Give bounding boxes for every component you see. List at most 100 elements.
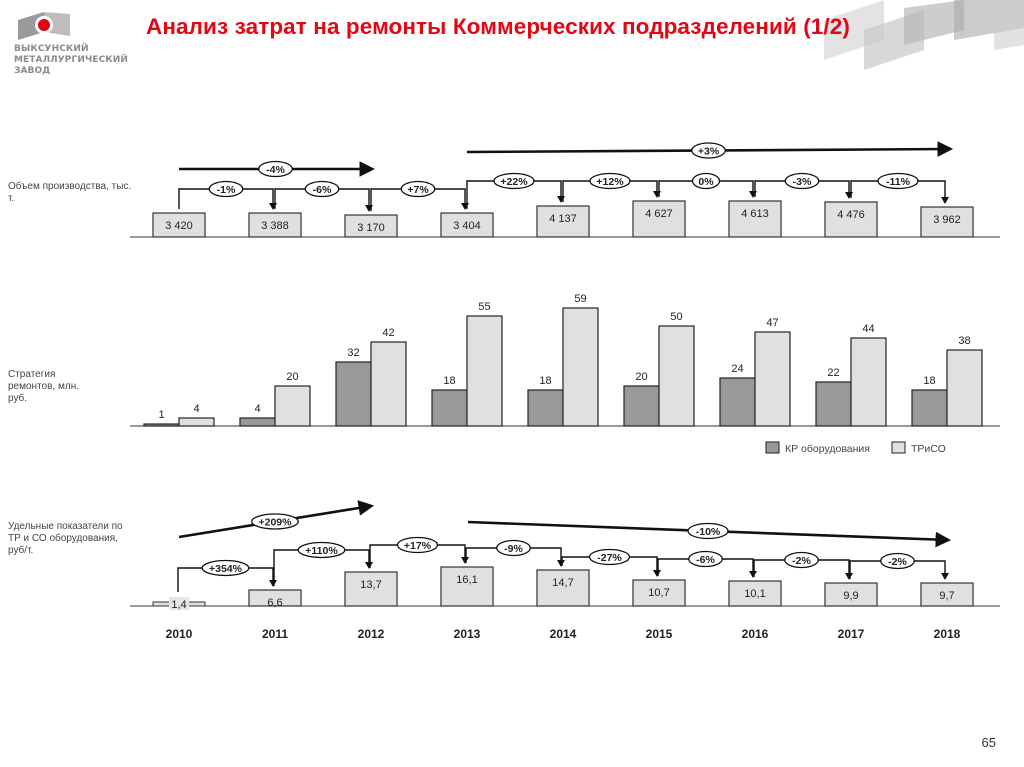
production-box-2016 xyxy=(728,200,782,238)
production-value-2017: 4 476 xyxy=(837,209,865,221)
legend-kr-label: КР оборудования xyxy=(785,443,870,455)
specific-row-label: Удельные показатели по ТР и СО оборудова… xyxy=(8,521,123,556)
specific-yoy-2-pill xyxy=(396,536,439,554)
kr-bar-2011 xyxy=(239,417,276,427)
legend-triso-swatch xyxy=(891,441,906,454)
specific-yoy-4-head xyxy=(653,570,661,577)
production-box-2018 xyxy=(920,206,974,238)
production-value-2016: 4 613 xyxy=(741,208,769,220)
kr-value-2011: 4 xyxy=(254,403,260,415)
specific-value-2018: 9,7 xyxy=(939,590,954,602)
specific-label-bg xyxy=(169,597,189,610)
specific-yoy-7-pill xyxy=(880,552,915,570)
specific-yoy-1-head xyxy=(365,562,373,569)
specific-yoy-6-pill-label: -2% xyxy=(792,555,811,567)
page-number: 65 xyxy=(981,735,996,750)
production-yoy-0-pill xyxy=(208,180,244,198)
legend-kr-swatch xyxy=(765,441,780,454)
triso-value-2011: 20 xyxy=(286,371,298,383)
production-period-arrow-2-pill xyxy=(691,142,726,159)
kr-value-2018: 18 xyxy=(923,375,935,387)
specific-yoy-5-head xyxy=(749,571,757,578)
production-row-label: Объем производства, тыс. т. xyxy=(8,181,132,204)
specific-yoy-5-pill xyxy=(688,550,723,568)
production-period-arrow-1-pill xyxy=(258,160,293,178)
kr-value-2017: 22 xyxy=(827,367,839,379)
specific-value-2010: 1,4 xyxy=(171,599,186,611)
production-yoy-5-head xyxy=(749,191,757,198)
specific-value-2012: 13,7 xyxy=(360,579,381,591)
year-label-2011: 2011 xyxy=(262,627,288,641)
production-value-2011: 3 388 xyxy=(261,220,289,232)
production-yoy-6-head xyxy=(845,192,853,199)
specific-value-2011: 6,6 xyxy=(267,597,282,609)
specific-box-2014 xyxy=(536,569,590,607)
production-box-2013 xyxy=(440,212,494,238)
kr-value-2015: 20 xyxy=(635,371,647,383)
specific-yoy-3-pill-label: -9% xyxy=(504,543,523,555)
kr-bar-2016 xyxy=(719,377,756,427)
kr-value-2012: 32 xyxy=(347,347,359,359)
production-yoy-6-pill xyxy=(784,172,820,190)
year-label-2016: 2016 xyxy=(742,627,769,641)
triso-bar-2015 xyxy=(658,325,695,427)
production-yoy-2-pill xyxy=(400,180,436,198)
specific-period-arrow-1-pill-label: +209% xyxy=(259,517,293,529)
production-yoy-4-pill xyxy=(589,172,631,190)
specific-yoy-1-pill xyxy=(297,541,346,559)
header-decoration xyxy=(824,0,1024,70)
kr-bar-2013 xyxy=(431,389,468,427)
production-yoy-3-pill-label: +22% xyxy=(500,176,528,188)
year-label-2018: 2018 xyxy=(934,627,961,641)
production-yoy-2-head xyxy=(461,203,469,210)
triso-bar-2017 xyxy=(850,337,887,427)
specific-yoy-4-pill xyxy=(588,548,631,566)
triso-value-2017: 44 xyxy=(862,323,874,335)
triso-bar-2012 xyxy=(370,341,407,427)
kr-value-2010: 1 xyxy=(158,409,164,421)
kr-value-2016: 24 xyxy=(731,363,743,375)
production-period-arrow-1-pill-label: -4% xyxy=(266,164,285,176)
production-yoy-2-pill-label: +7% xyxy=(407,184,429,196)
specific-yoy-3-pill xyxy=(496,539,531,557)
strategy-row-label: Стратегия ремонтов, млн. руб. xyxy=(8,369,79,404)
specific-yoy-6-pill xyxy=(784,551,819,569)
production-box-2014 xyxy=(536,205,590,238)
production-yoy-4-pill-label: +12% xyxy=(596,176,624,188)
triso-value-2013: 55 xyxy=(478,301,490,313)
triso-bar-2016 xyxy=(754,331,791,427)
production-yoy-5-pill-label: 0% xyxy=(698,176,714,188)
production-yoy-7-pill xyxy=(877,172,919,190)
specific-value-2015: 10,7 xyxy=(648,587,669,599)
logo-line-2: МЕТАЛЛУРГИЧЕСКИЙ xyxy=(14,55,129,65)
production-value-2015: 4 627 xyxy=(645,208,673,220)
production-yoy-3-head xyxy=(557,196,565,203)
production-box-2012 xyxy=(344,214,398,238)
specific-yoy-0-pill xyxy=(201,559,250,577)
year-label-2017: 2017 xyxy=(838,627,865,641)
production-yoy-0-pill-label: -1% xyxy=(217,184,236,196)
specific-value-2016: 10,1 xyxy=(744,588,765,600)
kr-bar-2018 xyxy=(911,389,948,427)
specific-value-2013: 16,1 xyxy=(456,574,477,586)
logo-line-1: ВЫКСУНСКИЙ xyxy=(14,44,89,54)
specific-box-2013 xyxy=(440,566,494,607)
production-box-2017 xyxy=(824,201,878,238)
logo-line-3: ЗАВОД xyxy=(14,66,51,76)
specific-yoy-2-pill-label: +17% xyxy=(404,540,432,552)
triso-value-2014: 59 xyxy=(574,293,586,305)
triso-value-2010: 4 xyxy=(193,403,199,415)
triso-value-2018: 38 xyxy=(958,335,970,347)
year-label-2012: 2012 xyxy=(358,627,385,641)
specific-yoy-2-head xyxy=(461,557,469,564)
triso-value-2016: 47 xyxy=(766,317,778,329)
specific-value-2014: 14,7 xyxy=(552,577,573,589)
production-box-2010 xyxy=(152,212,206,238)
specific-yoy-1-pill-label: +110% xyxy=(305,545,338,557)
production-yoy-0-head xyxy=(269,203,277,210)
production-value-2010: 3 420 xyxy=(165,220,193,232)
specific-yoy-0-pill-label: +354% xyxy=(209,563,243,575)
production-yoy-1-pill xyxy=(304,180,340,198)
production-box-2015 xyxy=(632,200,686,238)
year-label-2010: 2010 xyxy=(166,627,193,641)
